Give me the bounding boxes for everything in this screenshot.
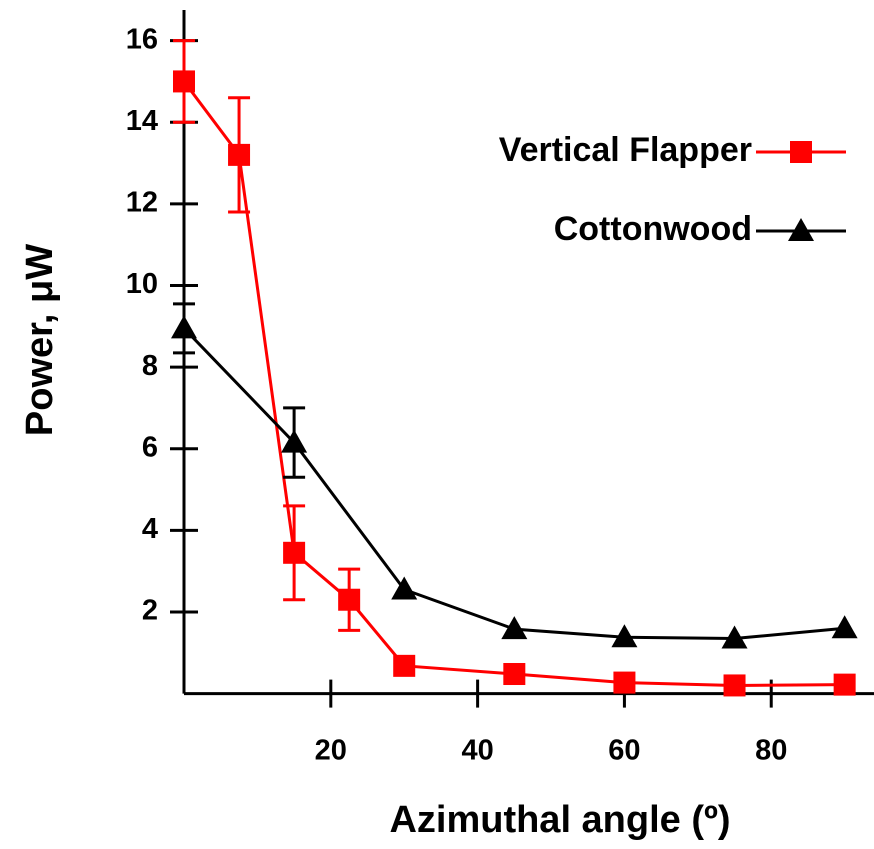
- marker: [171, 315, 197, 339]
- series-line: [182, 80, 845, 687]
- marker: [393, 654, 416, 677]
- y-tick-label: 10: [126, 268, 158, 300]
- marker: [228, 143, 251, 166]
- marker: [283, 541, 306, 564]
- marker: [723, 674, 746, 697]
- legend-label: Vertical Flapper: [499, 131, 752, 169]
- marker: [831, 615, 858, 639]
- marker: [788, 218, 814, 241]
- x-tick-label: 40: [461, 734, 493, 766]
- marker: [501, 616, 528, 640]
- marker: [790, 141, 812, 163]
- marker: [503, 663, 526, 686]
- marker: [611, 624, 638, 648]
- y-tick-label: 6: [142, 431, 158, 463]
- marker: [173, 70, 195, 93]
- y-tick-label: 14: [126, 105, 158, 137]
- x-tick-label: 20: [315, 734, 347, 766]
- y-tick-label: 16: [126, 23, 158, 55]
- marker: [833, 673, 856, 696]
- y-axis-label: Power, μW: [19, 244, 61, 436]
- marker: [613, 671, 636, 694]
- y-tick-label: 2: [142, 595, 158, 627]
- x-axis-label: Azimuthal angle (º): [389, 799, 730, 841]
- legend-label: Cottonwood: [554, 210, 752, 248]
- y-tick-label: 12: [126, 187, 158, 219]
- marker: [721, 625, 748, 649]
- y-tick-label: 4: [142, 513, 158, 545]
- marker: [391, 576, 418, 600]
- y-tick-label: 8: [142, 350, 158, 382]
- x-tick-label: 60: [608, 734, 640, 766]
- marker: [281, 429, 308, 453]
- x-tick-label: 80: [755, 734, 787, 766]
- marker: [338, 588, 361, 611]
